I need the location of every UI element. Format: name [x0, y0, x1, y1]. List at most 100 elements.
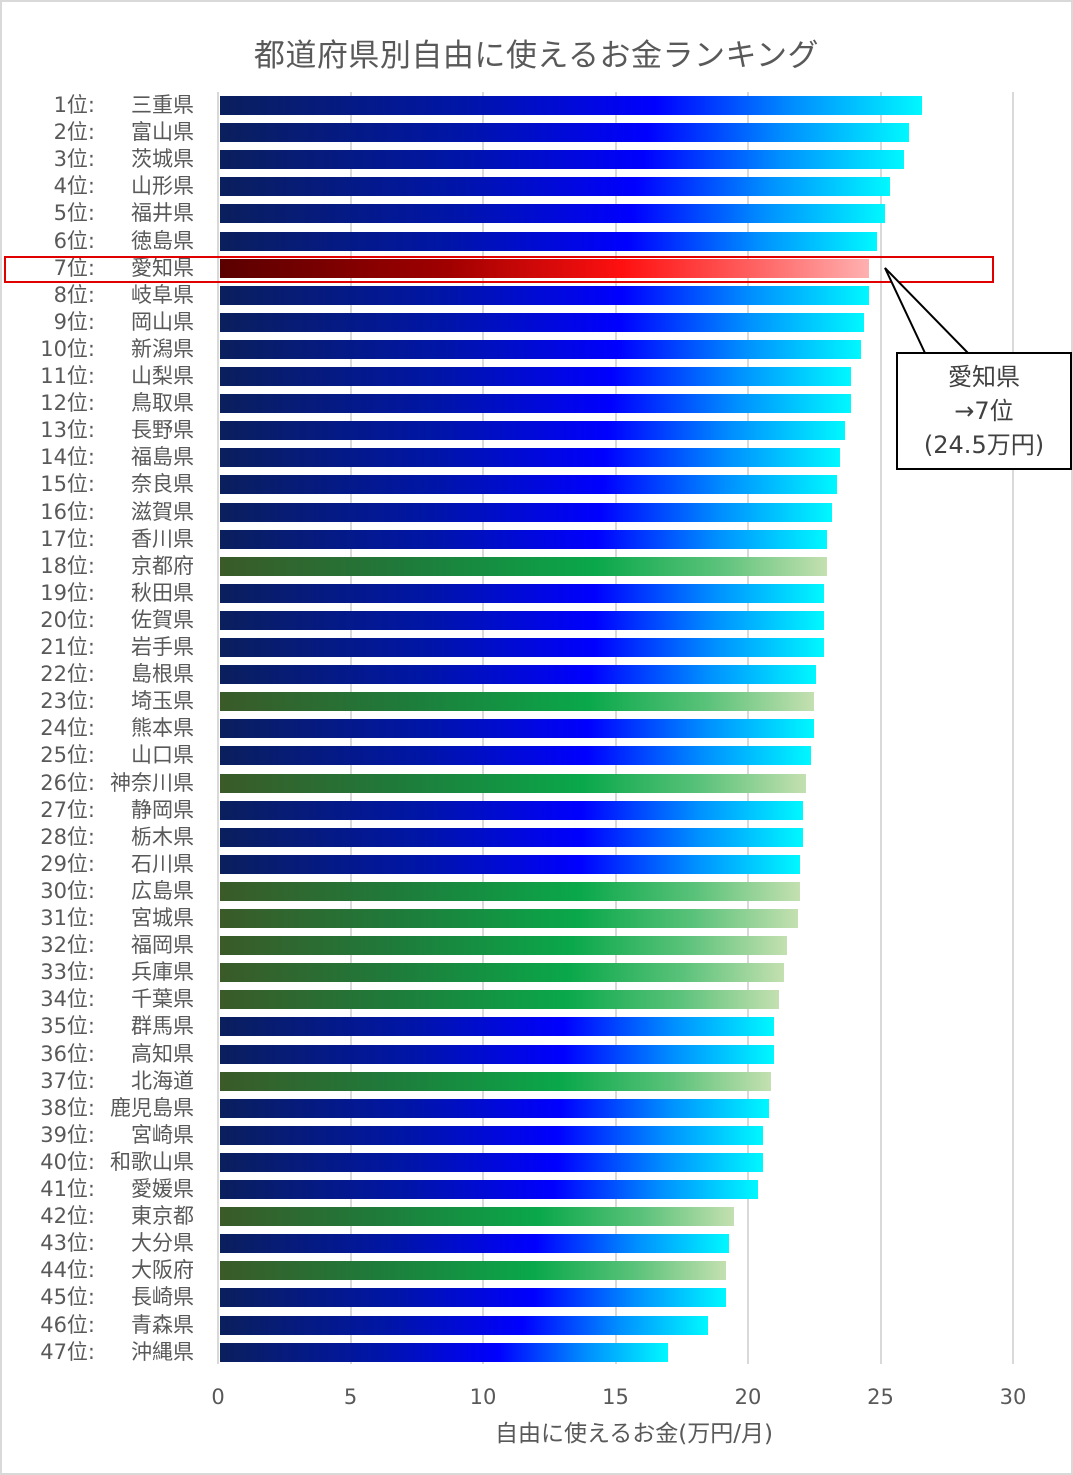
bar-row — [218, 1095, 1018, 1122]
plot-area — [217, 92, 1018, 1364]
rank-label: 17位: — [40, 526, 95, 551]
bar — [220, 936, 788, 956]
prefecture-label: 佐賀県 — [131, 607, 194, 632]
rank-label: 24位: — [40, 716, 95, 741]
prefecture-label: 広島県 — [131, 878, 194, 903]
prefecture-label: 愛媛県 — [131, 1177, 194, 1201]
bar — [220, 610, 825, 630]
rank-label: 35位: — [40, 1014, 95, 1039]
bar-row — [218, 1149, 1018, 1176]
bar-row — [218, 173, 1018, 200]
bar-row — [218, 661, 1018, 688]
bar-row — [218, 932, 1018, 959]
bar — [220, 881, 801, 901]
bar — [220, 394, 851, 414]
bar — [220, 909, 798, 928]
bar — [220, 1342, 668, 1362]
rank-label: 36位: — [40, 1041, 95, 1066]
prefecture-label: 新潟県 — [131, 336, 194, 361]
prefecture-label: 高知県 — [131, 1041, 194, 1066]
bar-row — [218, 146, 1018, 173]
bar — [220, 502, 833, 522]
bar — [220, 1152, 764, 1172]
bar-row — [218, 282, 1018, 309]
bar-row — [218, 1041, 1018, 1068]
bar-row — [218, 255, 1018, 282]
rank-label: 31位: — [40, 906, 95, 930]
bar — [220, 367, 851, 386]
rank-label: 10位: — [40, 336, 95, 361]
bar-row — [218, 119, 1018, 146]
bar — [220, 773, 806, 793]
bar — [220, 719, 814, 739]
prefecture-label: 長崎県 — [131, 1285, 194, 1310]
bar — [220, 231, 878, 251]
prefecture-label: 徳島県 — [131, 228, 194, 253]
bar-row — [218, 200, 1018, 227]
prefecture-label: 埼玉県 — [131, 689, 194, 714]
prefecture-label: 長野県 — [131, 418, 194, 443]
prefecture-label: 東京都 — [131, 1204, 194, 1229]
rank-label: 40位: — [40, 1149, 95, 1174]
rank-label: 44位: — [40, 1258, 95, 1283]
x-tick-label: 20 — [734, 1385, 762, 1409]
bar — [220, 1125, 764, 1145]
bar — [220, 692, 814, 712]
bar — [220, 150, 904, 170]
bar-row — [218, 824, 1018, 851]
prefecture-label: 大阪府 — [131, 1258, 194, 1283]
bar-row — [218, 309, 1018, 336]
rank-label: 33位: — [40, 960, 95, 985]
bar-row — [218, 634, 1018, 661]
rank-label: 6位: — [53, 228, 95, 253]
bar — [220, 177, 891, 197]
bar — [220, 1017, 774, 1037]
bar-row — [218, 1122, 1018, 1149]
bar — [220, 339, 862, 359]
rank-label: 20位: — [40, 607, 95, 632]
prefecture-label: 熊本県 — [131, 716, 194, 741]
bar — [220, 1098, 769, 1118]
prefecture-label: 石川県 — [131, 851, 194, 876]
gridline-25 — [879, 92, 882, 1364]
bar — [220, 1044, 774, 1064]
rank-label: 5位: — [53, 201, 95, 226]
bar — [220, 556, 827, 576]
bar-row — [218, 363, 1018, 390]
rank-label: 16位: — [40, 499, 95, 524]
prefecture-label: 島根県 — [131, 662, 194, 687]
bar — [220, 963, 785, 983]
prefecture-label: 宮城県 — [131, 906, 194, 930]
x-tick-label: 5 — [343, 1385, 358, 1409]
bar — [220, 990, 780, 1010]
prefecture-label: 福島県 — [131, 445, 194, 470]
rank-label: 34位: — [40, 987, 95, 1012]
bar-row — [218, 742, 1018, 769]
bar — [220, 583, 825, 603]
prefecture-label: 山梨県 — [131, 364, 194, 388]
prefecture-label: 静岡県 — [131, 797, 194, 822]
rank-label: 12位: — [40, 391, 95, 416]
rank-label: 47位: — [40, 1339, 95, 1364]
prefecture-label: 茨城県 — [131, 147, 194, 172]
callout-line-3: (24.5万円) — [923, 431, 1045, 459]
rank-label: 3位: — [53, 147, 95, 172]
prefecture-label: 兵庫県 — [131, 960, 194, 985]
bar-row — [218, 1257, 1018, 1284]
rank-label: 25位: — [40, 743, 95, 768]
rank-label: 19位: — [40, 580, 95, 605]
callout-box: 愛知県 →7位 (24.5万円) — [896, 352, 1072, 470]
bar — [220, 1071, 772, 1091]
bar-row — [218, 851, 1018, 878]
rank-label: 2位: — [53, 120, 95, 145]
bar-row — [218, 1013, 1018, 1040]
bar-row — [218, 580, 1018, 607]
prefecture-label: 福井県 — [131, 201, 194, 226]
bar-row — [218, 1312, 1018, 1339]
bar-row — [218, 688, 1018, 715]
rank-label: 4位: — [53, 174, 95, 199]
bar — [220, 285, 870, 305]
prefecture-label: 和歌山県 — [110, 1149, 194, 1174]
bar-row — [218, 526, 1018, 553]
